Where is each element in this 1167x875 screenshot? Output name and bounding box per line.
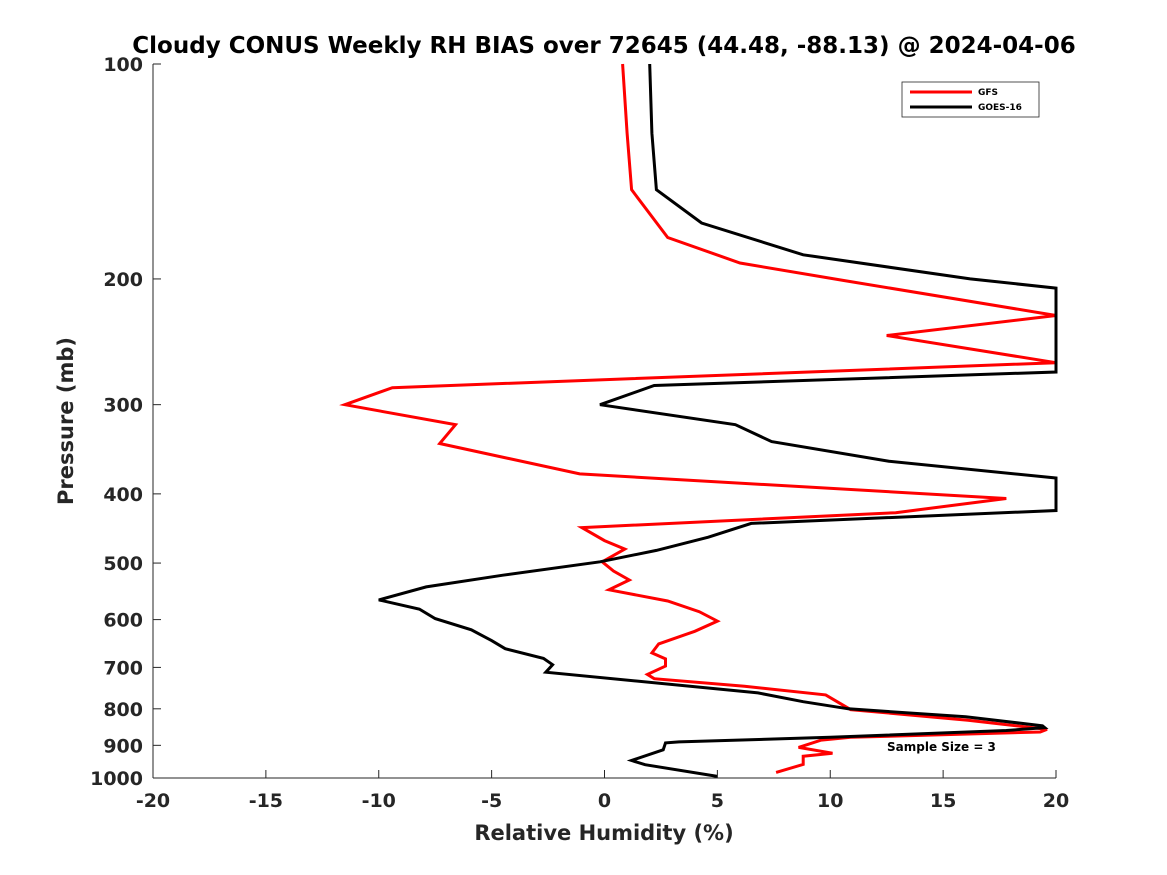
legend-label-gfs: GFS — [978, 88, 998, 98]
y-tick-label: 500 — [103, 553, 143, 575]
x-tick-label: -20 — [136, 790, 170, 812]
y-tick-label: 800 — [103, 699, 143, 721]
y-axis-label: Pressure (mb) — [54, 337, 78, 505]
x-tick-label: 20 — [1043, 790, 1069, 812]
y-tick-label: 1000 — [90, 768, 143, 790]
x-ticks: -20 -15 -10 -5 0 5 10 15 20 — [136, 770, 1069, 812]
chart-title: Cloudy CONUS Weekly RH BIAS over 72645 (… — [132, 33, 1075, 59]
x-tick-label: 0 — [598, 790, 611, 812]
x-tick-label: -10 — [362, 790, 396, 812]
series-line-gfs — [339, 63, 1057, 774]
series-group — [339, 63, 1058, 778]
y-tick-label: 400 — [103, 484, 143, 506]
y-tick-label: 900 — [103, 735, 143, 757]
x-tick-label: -15 — [249, 790, 283, 812]
x-axis-label: Relative Humidity (%) — [474, 821, 733, 845]
x-tick-label: -5 — [481, 790, 502, 812]
legend-label-goes16: GOES-16 — [978, 103, 1022, 113]
y-tick-label: 300 — [103, 395, 143, 417]
legend: GFS GOES-16 — [901, 81, 1040, 118]
x-tick-label: 15 — [930, 790, 956, 812]
plot-area — [153, 64, 1056, 778]
x-tick-label: 10 — [817, 790, 843, 812]
y-tick-label: 200 — [103, 269, 143, 291]
y-tick-label: 600 — [103, 610, 143, 632]
legend-box — [901, 81, 1040, 118]
y-tick-label: 100 — [103, 54, 143, 76]
series-line-goes16 — [378, 63, 1058, 778]
x-tick-label: 5 — [711, 790, 724, 812]
sample-size-annotation: Sample Size = 3 — [887, 740, 996, 754]
y-tick-label: 700 — [103, 657, 143, 679]
y-ticks: 100 200 300 400 500 600 700 800 900 1000 — [90, 54, 161, 790]
